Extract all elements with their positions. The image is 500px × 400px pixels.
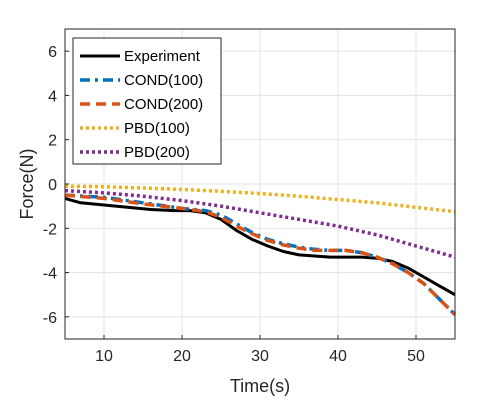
y-axis-label: Force(N) (17, 149, 37, 220)
series-layer (64, 184, 457, 316)
legend-label: Experiment (124, 48, 201, 65)
series-line-pbd-100 (64, 184, 456, 214)
legend-label: PBD(100) (124, 120, 190, 137)
legend: Experiment COND(100) COND(200) PBD(100) PBD(… (72, 37, 222, 165)
y-tick-label: -2 (43, 221, 57, 238)
y-tick-label: 0 (48, 177, 57, 194)
y-tick-label: -4 (43, 266, 57, 283)
x-tick-label: 40 (329, 348, 347, 365)
legend-label: PBD(200) (124, 144, 190, 161)
axis-ticks: 10 20 30 40 50 -6 -4 -2 0 2 4 6 (43, 44, 425, 365)
series-line-experiment (64, 196, 456, 297)
grid (65, 29, 455, 339)
x-tick-label: 20 (173, 348, 191, 365)
x-tick-label: 50 (407, 348, 425, 365)
x-tick-label: 30 (251, 348, 269, 365)
legend-label: COND(200) (124, 96, 203, 113)
series-line-cond-100 (64, 193, 457, 316)
series-line-cond-200 (64, 193, 457, 316)
y-tick-label: 6 (48, 44, 57, 61)
y-tick-label: 2 (48, 133, 57, 150)
x-axis-label: Time(s) (230, 376, 290, 396)
x-tick-label: 10 (95, 348, 113, 365)
y-tick-label: -6 (43, 310, 57, 327)
y-tick-label: 4 (48, 88, 57, 105)
legend-label: COND(100) (124, 72, 203, 89)
legend-box (72, 37, 222, 165)
